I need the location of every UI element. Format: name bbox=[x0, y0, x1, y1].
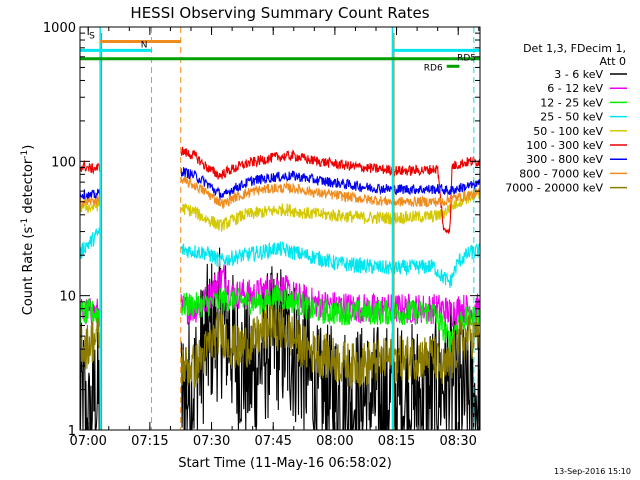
y-tick-label-2: 10 bbox=[59, 290, 76, 305]
legend-label-7: 300 - 800 keV bbox=[526, 153, 603, 166]
x-tick-label-7: 08:30 bbox=[439, 434, 476, 449]
legend-label-8: 800 - 7000 keV bbox=[519, 167, 603, 180]
legend-header-line-2: Att 0 bbox=[600, 55, 626, 68]
x-tick-label-5: 08:00 bbox=[316, 434, 353, 449]
flag-label-1: S bbox=[89, 31, 95, 41]
y-tick-label-4: 1000 bbox=[43, 21, 76, 36]
axes: 1 10 100 1000 07:00 07:15 07:30 07:45 08:00 08:15… bbox=[43, 21, 480, 449]
plot-area: S N RD5 RD6 bbox=[79, 27, 481, 431]
legend-header-line-1: Det 1,3, FDecim 1, bbox=[523, 42, 626, 55]
y-tick-label-3: 100 bbox=[51, 155, 76, 170]
y-axis-label-mid: detector bbox=[21, 158, 36, 218]
series-line-7 bbox=[79, 167, 481, 202]
legend-label-6: 100 - 300 keV bbox=[526, 139, 603, 152]
y-axis-label: Count Rate (s-1 detector-1) bbox=[20, 145, 36, 316]
flag-label-2: N bbox=[141, 40, 148, 50]
x-tick-label-6: 08:15 bbox=[378, 434, 415, 449]
x-tick-label-2: 07:15 bbox=[131, 434, 168, 449]
flag-label-4: RD5 bbox=[457, 53, 476, 63]
series-line-9 bbox=[79, 304, 481, 389]
legend-label-2: 6 - 12 keV bbox=[547, 82, 603, 95]
legend-label-1: 3 - 6 keV bbox=[554, 68, 603, 81]
series-line-6 bbox=[79, 146, 481, 234]
y-axis-label-base: Count Rate (s bbox=[21, 227, 36, 316]
y-axis-label-end: ) bbox=[21, 145, 36, 150]
y-tick-label-1: 1 bbox=[68, 424, 76, 439]
legend-label-9: 7000 - 20000 keV bbox=[505, 182, 603, 195]
chart-title: HESSI Observing Summary Count Rates bbox=[130, 4, 429, 22]
series-line-3 bbox=[79, 283, 481, 355]
generation-timestamp: 13-Sep-2016 15:10 bbox=[554, 467, 631, 476]
series-line-8 bbox=[79, 176, 481, 209]
legend-label-4: 25 - 50 keV bbox=[540, 111, 603, 124]
y-axis-label-sup2: -1 bbox=[20, 150, 30, 159]
x-tick-label-1: 07:00 bbox=[69, 434, 106, 449]
flag-label-5: RD6 bbox=[424, 63, 443, 73]
x-tick-label-3: 07:30 bbox=[193, 434, 230, 449]
legend-label-5: 50 - 100 keV bbox=[533, 125, 603, 138]
y-axis-label-sup1: -1 bbox=[20, 218, 30, 227]
x-tick-label-4: 07:45 bbox=[254, 434, 291, 449]
x-axis-label: Start Time (11-May-16 06:58:02) bbox=[178, 456, 392, 471]
plot-frame bbox=[79, 26, 481, 431]
legend-label-3: 12 - 25 keV bbox=[540, 96, 603, 109]
